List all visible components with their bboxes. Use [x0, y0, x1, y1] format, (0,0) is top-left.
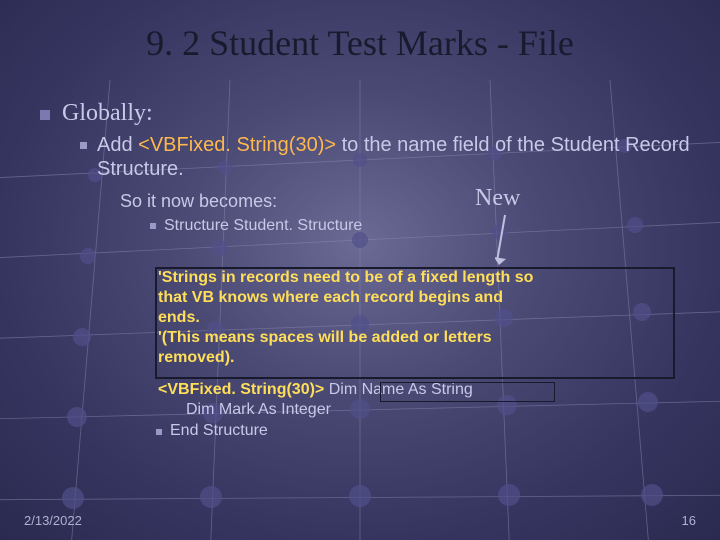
dim-name-text: Dim Name As String [324, 381, 472, 398]
bullet-add: Add <VBFixed. String(30)> to the name fi… [80, 133, 690, 181]
structure-text: Structure Student. Structure [164, 216, 362, 235]
new-arrow-icon [495, 213, 525, 273]
yellow-line-3: ends. [158, 308, 672, 328]
add-prefix: Add [97, 134, 138, 156]
content-area: Globally: Add <VBFixed. String(30)> to t… [40, 100, 690, 237]
highlighted-comment-block: 'Strings in records need to be of a fixe… [158, 268, 672, 368]
yellow-line-4: '(This means spaces will be added or let… [158, 328, 672, 348]
slide-title: 9. 2 Student Test Marks - File [0, 22, 720, 64]
so-it-becomes: So it now becomes: [120, 191, 690, 212]
dim-mark-line: Dim Mark As Integer [186, 401, 678, 419]
bullet-end-structure: End Structure [156, 422, 268, 440]
footer-date: 2/13/2022 [24, 513, 82, 528]
new-label: New [475, 185, 520, 212]
add-code: <VBFixed. String(30)> [138, 134, 336, 156]
small-square-icon [156, 429, 162, 435]
vbfixed-line: <VBFixed. String(30)> Dim Name As String [158, 381, 678, 399]
square-bullet-icon [40, 110, 50, 120]
footer-page-number: 16 [682, 513, 696, 528]
code-after-box: <VBFixed. String(30)> Dim Name As String… [158, 381, 678, 419]
bullet-globally: Globally: [40, 100, 690, 127]
add-text: Add <VBFixed. String(30)> to the name fi… [97, 133, 690, 181]
small-square-icon [150, 223, 156, 229]
end-structure-text: End Structure [170, 422, 268, 440]
bullet-structure: Structure Student. Structure [150, 216, 690, 235]
yellow-line-5: removed). [158, 348, 672, 368]
yellow-line-2: that VB knows where each record begins a… [158, 288, 672, 308]
yellow-line-1: 'Strings in records need to be of a fixe… [158, 268, 672, 288]
small-square-icon [80, 142, 87, 149]
globally-text: Globally: [62, 100, 153, 127]
vbfixed-code: <VBFixed. String(30)> [158, 381, 324, 398]
